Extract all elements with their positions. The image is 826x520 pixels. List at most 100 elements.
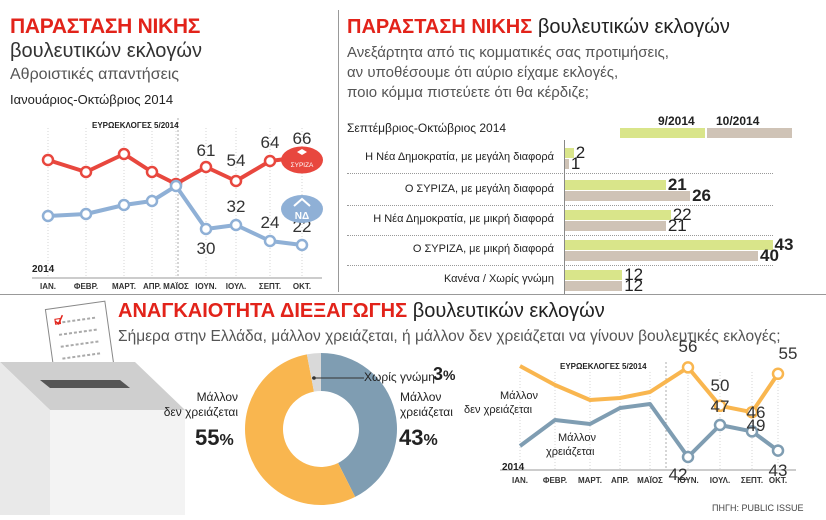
point-1-2 (117, 198, 131, 212)
br-value-0-8: 55 (778, 343, 798, 363)
point-1-1 (79, 207, 93, 221)
pie-value-no: 55 (195, 425, 220, 450)
pie-pct-yes: % (423, 432, 438, 449)
br-tick-3: ΑΠΡ. (610, 476, 630, 485)
bar-category-1: Ο ΣΥΡΙΖΑ, με μεγάλη διαφορά (404, 183, 554, 195)
br-tick-8: ΟΚΤ. (768, 476, 788, 485)
pie-label-no-l2: δεν χρειάζεται (163, 405, 238, 419)
left-value-0-7: 64 (260, 133, 280, 152)
right-title-rest: βουλευτικών εκλογών (537, 16, 730, 38)
br-point-0-7 (745, 405, 759, 419)
bar-0-3 (564, 240, 773, 250)
pie-label-yes-l2: χρειάζεται (400, 405, 453, 419)
left-tick-4: ΜΑΪΟΣ (163, 282, 189, 291)
pie-value-dk: 3 (433, 364, 444, 384)
br-value-1-8: 43 (768, 460, 788, 480)
bar-category-3: Ο ΣΥΡΙΖΑ, με μικρή διαφορά (412, 243, 554, 255)
right-question-l3: ποιο κόμμα πιστεύετε ότι θα κέρδιζε; (347, 84, 589, 101)
pie-label-dk: Χωρίς γνώμη (364, 370, 435, 384)
pie-label-yes-l1: Μάλλον (400, 390, 442, 404)
pie-label-no-l1: Μάλλον (196, 390, 238, 404)
br-point-1-8 (771, 444, 785, 457)
left-tick-1: ΦΕΒΡ. (73, 282, 99, 291)
br-value-0-7: 49 (746, 416, 766, 436)
syriza-legend-icon: ΣΥΡΙΖΑ (280, 146, 324, 174)
br-tick-7: ΣΕΠΤ. (740, 476, 764, 485)
br-tick-0: ΙΑΝ. (512, 476, 528, 485)
br-value-1-5: 42 (668, 465, 688, 484)
left-tick-7: ΣΕΠΤ. (258, 282, 282, 291)
br-tick-5: ΙΟΥΝ. (677, 476, 699, 485)
point-0-2 (117, 147, 131, 161)
pie-label-yes-value: 43% (399, 425, 438, 451)
br-value-1-7: 46 (746, 403, 766, 423)
bar-1-1 (564, 191, 691, 201)
bar-0-4 (564, 270, 623, 280)
bottom-title-red: ΑΝΑΓΚΑΙΟΤΗΤΑ ΔΙΕΞΑΓΩΓΗΣ (118, 300, 408, 322)
point-0-6 (229, 174, 243, 188)
legend-label-10-2014: 10/2014 (716, 114, 760, 128)
bar-1-2 (564, 221, 666, 231)
frame-divider-vertical (338, 10, 339, 292)
pie-slice-1 (244, 354, 356, 505)
left-tick-6: ΙΟΥΛ. (225, 282, 247, 291)
br-point-1-6 (713, 418, 727, 432)
left-tick-0: ΙΑΝ. (40, 282, 56, 291)
frame-divider-horizontal (0, 294, 826, 295)
bottom-title: ΑΝΑΓΚΑΙΟΤΗΤΑ ΔΙΕΞΑΓΩΓΗΣ βουλευτικών εκλο… (118, 300, 605, 323)
point-1-4 (169, 179, 183, 193)
bar-value-0-4: 12 (624, 265, 644, 284)
point-0-5 (199, 160, 213, 174)
br-point-0-8 (771, 367, 785, 381)
br-value-1-6: 47 (710, 397, 730, 416)
left-title-red: ΠΑΡΑΣΤΑΣΗ ΝΙΚΗΣ (10, 15, 201, 38)
bar-row-divider-3 (347, 265, 773, 266)
br-series-line-1 (518, 402, 780, 459)
legend-label-9-2014: 9/2014 (658, 114, 695, 128)
nd-legend-icon: ΝΔ (280, 194, 324, 224)
left-period: Ιανουάριος-Οκτώβριος 2014 (10, 92, 174, 107)
left-value-1-5: 30 (196, 239, 216, 258)
point-0-0 (41, 153, 55, 167)
pie-slice-0 (321, 353, 397, 497)
svg-text:ΣΥΡΙΖΑ: ΣΥΡΙΖΑ (291, 162, 314, 169)
bar-value-0-1: 21 (667, 175, 687, 194)
pie-value-yes: 43 (399, 425, 424, 450)
bar-row-divider-0 (347, 173, 773, 174)
left-line-chart (32, 118, 322, 279)
pie-label-no-value: 55% (195, 425, 234, 451)
ballot-box-illustration (0, 300, 185, 515)
bar-0-2 (564, 210, 671, 220)
left-value-1-7: 24 (260, 213, 280, 232)
br-label-no-l2: δεν χρειάζεται (464, 404, 533, 416)
left-value-1-6: 32 (226, 197, 246, 216)
source-note: ΠΗΓΗ: PUBLIC ISSUE (712, 503, 804, 513)
point-0-1 (79, 165, 93, 179)
right-title-red: ΠΑΡΑΣΤΑΣΗ ΝΙΚΗΣ (347, 16, 533, 38)
bar-category-0: Η Νέα Δημοκρατία, με μεγάλη διαφορά (365, 151, 554, 163)
pie-dk-leader-line (312, 376, 364, 380)
br-point-1-7 (745, 425, 759, 438)
svg-text:ΝΔ: ΝΔ (295, 211, 309, 222)
br-label-yes-l2: χρειάζεται (546, 446, 595, 458)
bar-1-3 (564, 251, 758, 261)
bar-0-1 (564, 180, 666, 190)
br-point-0-5 (681, 361, 695, 374)
br-point-1-5 (681, 450, 695, 464)
br-label-no-l1: Μάλλον (500, 390, 538, 402)
point-1-8 (295, 238, 309, 252)
br-value-0-5: 56 (678, 337, 698, 357)
right-question-l1: Ανεξάρτητα από τις κομματικές σας προτιμ… (347, 44, 669, 61)
point-0-3 (145, 165, 159, 179)
left-tick-8: ΟΚΤ. (292, 282, 312, 291)
right-question-l2: αν υποθέσουμε ότι αύριο είχαμε εκλογές, (347, 64, 619, 81)
bar-value-0-2: 22 (672, 205, 692, 224)
pie-slice-2 (306, 353, 321, 392)
br-tick-2: ΜΑΡΤ. (577, 476, 603, 485)
point-0-7 (263, 154, 277, 168)
br-label-yes-l1: Μάλλον (558, 432, 596, 444)
pie-pct-no: % (219, 432, 234, 449)
bar-value-1-0: 1 (570, 154, 581, 173)
left-value-0-6: 54 (226, 151, 246, 170)
bar-0-0 (564, 148, 574, 158)
